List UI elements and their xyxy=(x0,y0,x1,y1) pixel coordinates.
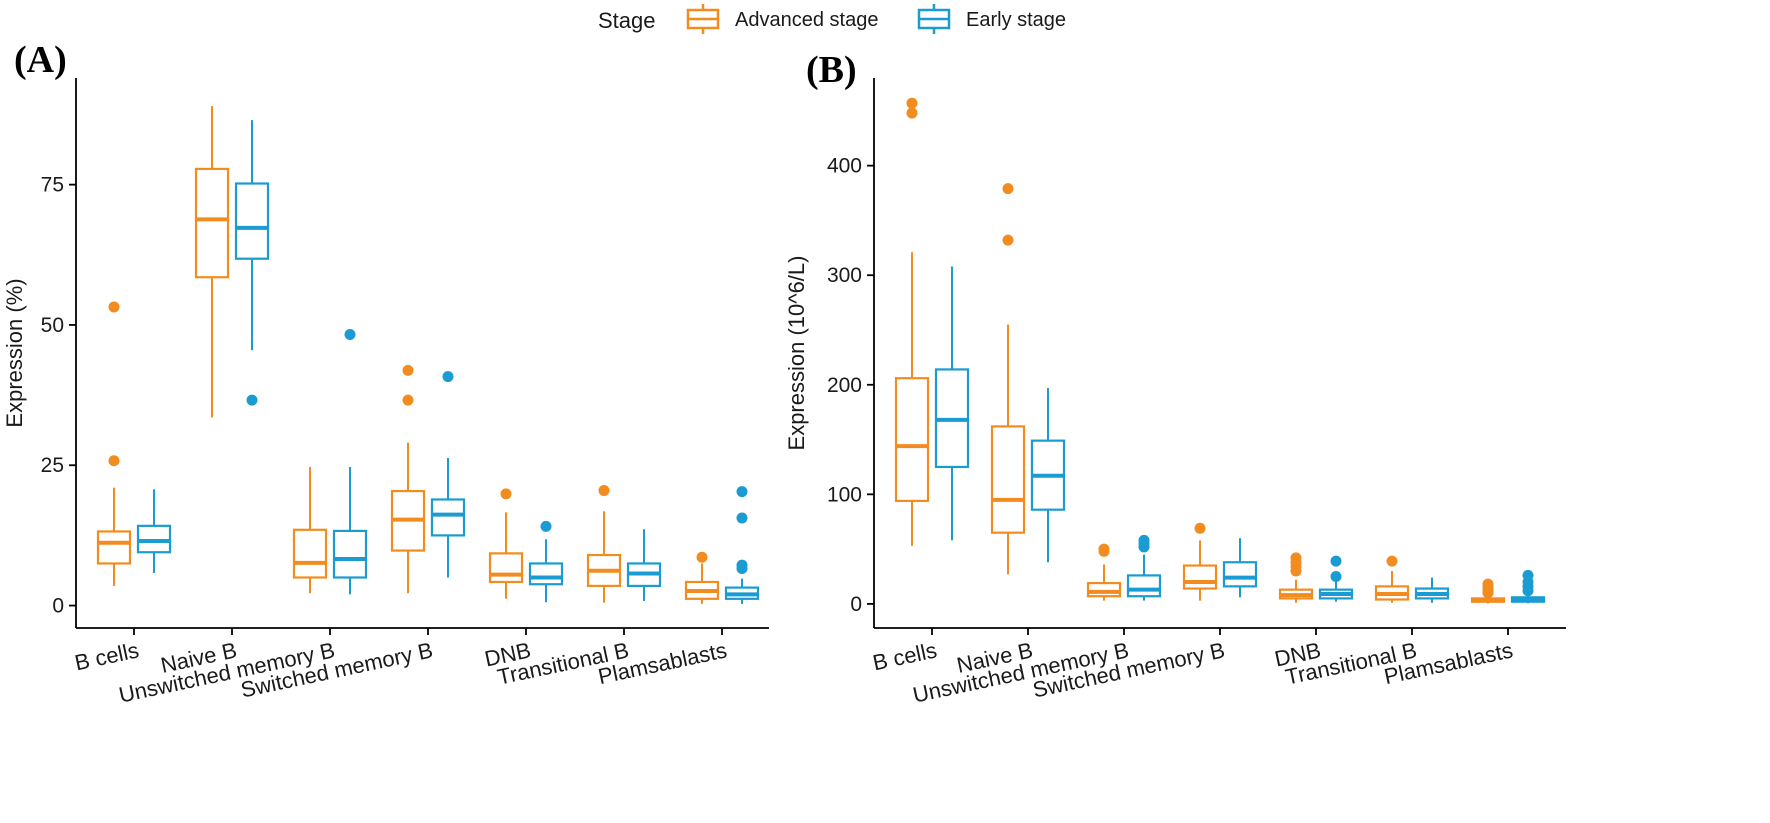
outlier-point xyxy=(1002,183,1014,195)
box-iqr xyxy=(430,498,466,537)
box-iqr xyxy=(292,528,328,579)
outlier-point xyxy=(1330,555,1342,567)
box-advanced xyxy=(1182,522,1218,601)
box-advanced xyxy=(586,485,622,603)
outlier-point xyxy=(1482,578,1494,590)
box-iqr xyxy=(894,377,930,503)
y-tick-label: 50 xyxy=(41,314,64,337)
box-advanced xyxy=(390,364,426,594)
outlier-point xyxy=(736,486,748,498)
outlier-point xyxy=(402,394,414,406)
outlier-point xyxy=(1522,569,1534,581)
outlier-point xyxy=(1194,522,1206,534)
x-tick-label: B cells xyxy=(72,637,141,675)
outlier-point xyxy=(540,520,552,532)
panel-b: (B) Expression (10^6/L) 0 100 200 300 400 B … xyxy=(784,49,1566,708)
outlier-point xyxy=(906,97,918,109)
box-early xyxy=(332,328,368,595)
box-early xyxy=(1126,534,1162,601)
box-early xyxy=(626,529,662,602)
box-advanced xyxy=(1086,543,1122,601)
box-iqr xyxy=(1182,564,1218,590)
box-advanced xyxy=(990,183,1026,575)
panel-label-b: (B) xyxy=(806,49,857,91)
y-tick-label: 75 xyxy=(41,174,64,197)
y-tick-label: 0 xyxy=(52,595,64,618)
y-tick-label: 400 xyxy=(827,155,862,178)
box-early xyxy=(528,520,564,603)
outlier-point xyxy=(442,371,454,383)
outlier-point xyxy=(344,328,356,340)
y-axis-title-b: Expression (10^6/L) xyxy=(784,256,809,451)
box-iqr xyxy=(1222,561,1258,588)
box-iqr xyxy=(990,425,1026,534)
box-early xyxy=(934,266,970,541)
box-early xyxy=(724,486,760,604)
outlier-point xyxy=(1386,555,1398,567)
outlier-point xyxy=(736,559,748,571)
box-advanced xyxy=(96,301,132,586)
outlier-point xyxy=(598,485,610,496)
box-advanced xyxy=(1278,552,1314,603)
box-advanced xyxy=(1374,555,1410,603)
legend: Stage Advanced stage Early stage xyxy=(598,4,1066,34)
outlier-point xyxy=(1002,234,1014,246)
box-iqr xyxy=(488,552,524,584)
box-iqr xyxy=(1086,581,1122,598)
box-iqr xyxy=(1126,574,1162,598)
box-early xyxy=(1222,538,1258,598)
outlier-point xyxy=(246,394,258,406)
box-advanced xyxy=(894,97,930,546)
y-tick-label: 300 xyxy=(827,264,862,287)
box-early xyxy=(1030,388,1066,563)
box-advanced xyxy=(488,488,524,599)
outlier-point xyxy=(500,488,512,500)
box-early xyxy=(1510,569,1546,604)
box-early xyxy=(234,120,270,406)
box-advanced xyxy=(684,551,720,604)
y-tick-label: 25 xyxy=(41,454,64,477)
box-early xyxy=(430,371,466,578)
box-advanced xyxy=(292,466,328,594)
y-tick-label: 0 xyxy=(850,593,862,616)
box-iqr xyxy=(194,167,230,279)
legend-label-advanced: Advanced stage xyxy=(735,9,878,31)
box-iqr xyxy=(528,562,564,586)
outlier-point xyxy=(1330,571,1342,583)
box-advanced xyxy=(194,106,230,418)
outlier-point xyxy=(1290,552,1302,564)
legend-label-early: Early stage xyxy=(966,9,1066,31)
legend-key-early xyxy=(917,4,951,34)
box-early xyxy=(136,489,172,573)
box-iqr xyxy=(332,529,368,579)
panel-label-a: (A) xyxy=(14,39,67,81)
outlier-point xyxy=(108,455,120,467)
legend-title: Stage xyxy=(598,8,656,33)
box-iqr xyxy=(96,530,132,565)
y-axis-title-a: Expression (%) xyxy=(2,278,27,427)
outlier-point xyxy=(1138,534,1150,546)
y-tick-label: 200 xyxy=(827,374,862,397)
x-tick-label: B cells xyxy=(870,637,939,675)
box-advanced xyxy=(1470,578,1506,604)
outlier-point xyxy=(696,551,708,563)
outlier-point xyxy=(1098,543,1110,555)
box-early xyxy=(1318,555,1354,602)
outlier-point xyxy=(402,364,414,376)
box-iqr xyxy=(234,182,270,260)
outlier-point xyxy=(108,301,120,313)
outlier-point xyxy=(736,512,748,524)
outlier-point xyxy=(906,107,918,119)
legend-key-advanced xyxy=(686,4,720,34)
y-tick-label: 100 xyxy=(827,483,862,506)
box-early xyxy=(1414,577,1450,603)
